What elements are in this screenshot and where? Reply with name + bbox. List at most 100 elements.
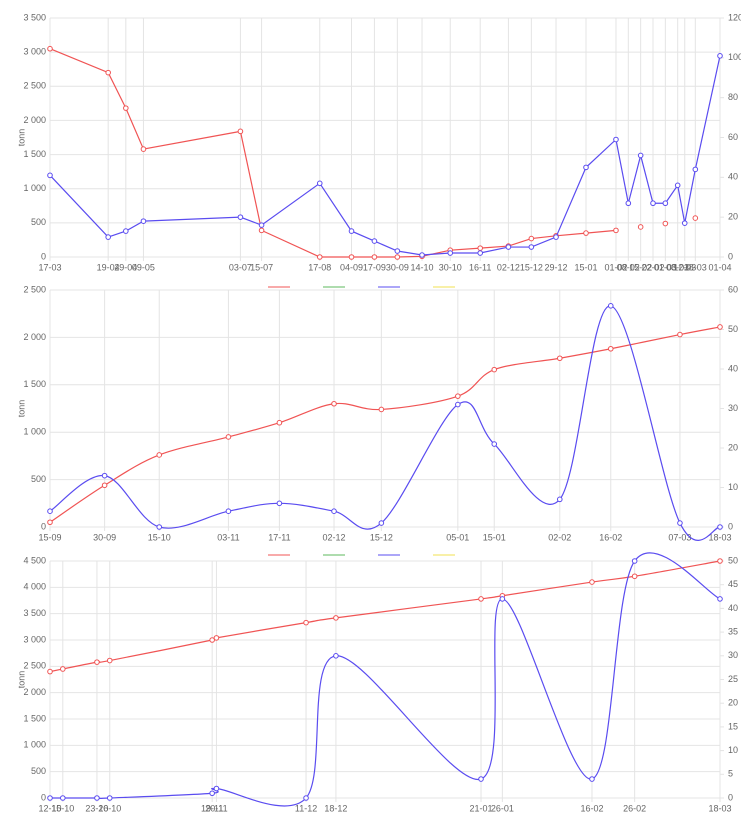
data-point: [607, 303, 614, 309]
data-point: [47, 519, 53, 526]
x-tick-label: 18-03: [684, 262, 707, 272]
data-point: [631, 573, 638, 580]
data-point: [213, 635, 220, 641]
x-tick-label: 15-02: [629, 262, 652, 272]
data-point: [47, 668, 53, 675]
x-tick-label: 16-11: [469, 262, 491, 272]
y2-tick-label: 0: [728, 521, 733, 531]
data-point: [140, 218, 147, 224]
x-tick-label: 29-12: [545, 262, 568, 272]
data-point: [94, 659, 100, 665]
x-tick-label: 19-11: [201, 803, 223, 813]
data-point: [677, 331, 683, 338]
data-point: [378, 520, 385, 526]
data-point: [505, 244, 512, 250]
x-tick-label: 30-09: [386, 262, 409, 272]
data-point: [371, 238, 378, 244]
data-point: [123, 228, 129, 234]
data-point: [589, 776, 595, 782]
data-point: [607, 345, 614, 352]
data-point: [455, 401, 461, 408]
data-point: [455, 393, 461, 399]
x-tick-label: 15-07: [250, 262, 273, 272]
y-tick-label: 3 500: [23, 12, 46, 22]
data-point: [717, 324, 723, 330]
y2-tick-label: 20: [728, 698, 738, 708]
data-point: [47, 795, 53, 801]
y-tick-label: 500: [31, 474, 46, 484]
data-point: [123, 105, 129, 111]
data-point: [553, 234, 559, 240]
series-line: [49, 560, 721, 673]
data-point: [528, 244, 535, 250]
y2-tick-label: 15: [728, 721, 738, 731]
x-tick-label: 19-04: [97, 262, 120, 272]
data-point: [258, 222, 265, 228]
y-tick-label: 2 500: [23, 81, 46, 91]
y-tick-label: 3 500: [23, 608, 46, 618]
data-point: [692, 166, 699, 173]
data-point: [225, 508, 232, 515]
data-point: [348, 228, 355, 234]
y2-tick-label: 0: [728, 251, 733, 261]
data-point: [106, 795, 113, 801]
y-tick-label: 1 000: [23, 427, 46, 437]
data-point: [156, 452, 163, 458]
y2-tick-label: 50: [728, 555, 738, 565]
x-tick-label: 02-02: [548, 532, 571, 542]
data-point: [717, 524, 723, 530]
y2-tick-label: 10: [728, 745, 738, 755]
y2-tick-label: 0: [728, 792, 733, 802]
data-point: [47, 45, 53, 52]
y2-tick-label: 60: [728, 132, 738, 142]
x-tick-label: 23-10: [85, 803, 108, 813]
y2-tick-label: 45: [728, 579, 738, 589]
y2-tick-label: 40: [728, 603, 738, 613]
data-point: [717, 558, 723, 564]
x-tick-label: 30-09: [93, 532, 116, 542]
data-point: [491, 366, 498, 373]
x-tick-label: 08-03: [666, 262, 689, 272]
data-point: [677, 520, 683, 526]
x-tick-label: 30-10: [439, 262, 462, 272]
y-tick-label: 2 500: [23, 661, 46, 671]
data-point: [447, 250, 454, 256]
data-point: [276, 500, 283, 507]
series-line: [49, 552, 721, 807]
y-tick-label: 3 000: [23, 634, 46, 644]
data-point: [213, 785, 220, 792]
x-tick-label: 12-03: [673, 262, 696, 272]
x-tick-label: 26-02: [623, 803, 646, 813]
y-tick-label: 1 500: [23, 149, 46, 159]
x-tick-label: 03-07: [229, 262, 252, 272]
data-point: [478, 776, 484, 782]
data-point: [106, 657, 113, 664]
y-tick-label: 4 500: [23, 555, 46, 565]
data-point: [637, 152, 644, 159]
y2-tick-label: 50: [728, 324, 738, 334]
x-tick-label: 15-10: [51, 803, 74, 813]
data-point: [613, 227, 619, 234]
data-point: [499, 596, 506, 602]
data-point: [331, 508, 337, 515]
data-point: [692, 215, 699, 221]
y2-tick-label: 30: [728, 403, 738, 413]
data-point: [717, 596, 723, 602]
x-tick-label: 02-12: [497, 262, 520, 272]
y-tick-label: 1 500: [23, 379, 46, 389]
x-tick-label: 17-09: [363, 262, 386, 272]
data-point: [60, 666, 66, 672]
y-tick-label: 1 000: [23, 740, 46, 750]
data-point: [47, 172, 53, 179]
x-tick-label: 15-01: [574, 262, 597, 272]
data-point: [528, 235, 535, 242]
x-tick-label: 03-11: [217, 532, 239, 542]
data-point: [637, 224, 644, 230]
data-point: [94, 795, 100, 801]
x-tick-label: 15-09: [38, 532, 61, 542]
x-tick-label: 29-04: [114, 262, 137, 272]
x-tick-label: 02-12: [323, 532, 346, 542]
data-point: [556, 355, 563, 362]
y-tick-label: 0: [41, 251, 46, 261]
y2-tick-label: 100: [728, 52, 741, 62]
